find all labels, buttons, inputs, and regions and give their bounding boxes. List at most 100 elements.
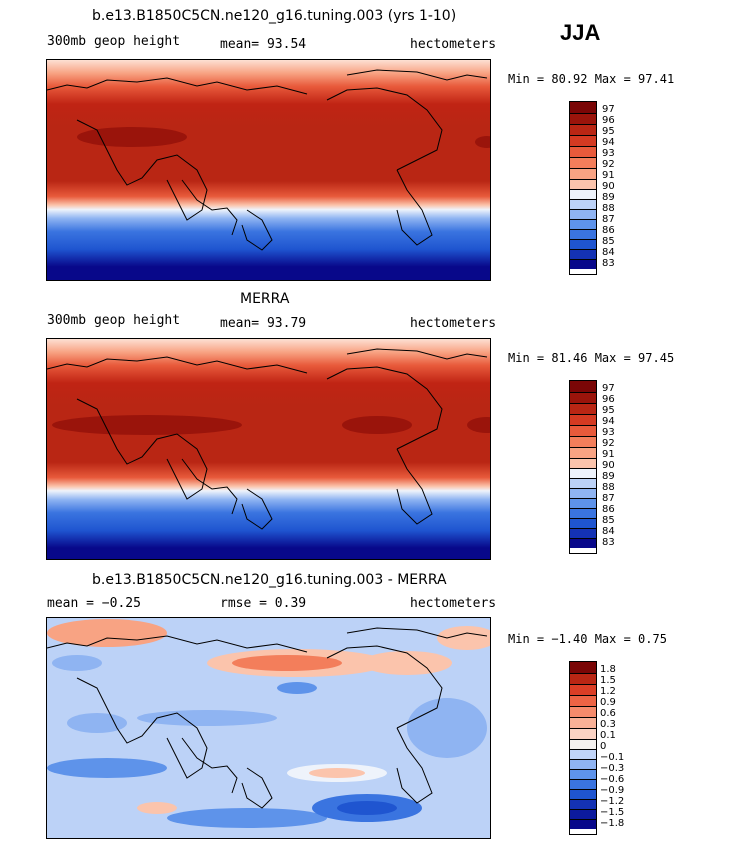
cbar2-swatch: [570, 488, 596, 498]
cbar1-swatch: [570, 113, 596, 124]
cbar2-tick: 83: [602, 537, 615, 548]
cbar2-swatch: [570, 478, 596, 488]
cbar3-tick: −1.2: [600, 796, 625, 807]
cbar3-swatch: [570, 749, 596, 759]
cbar1-tick: 88: [602, 203, 615, 214]
cbar1-swatch: [570, 209, 596, 219]
cbar1-swatch: [570, 124, 596, 135]
cbar1-swatch: [570, 249, 596, 259]
cbar2-tick: 97: [602, 383, 615, 394]
panel1-max-cell-asia: [77, 127, 187, 147]
cbar2-tick: 91: [602, 449, 615, 460]
cbar1-tick: 89: [602, 192, 615, 203]
cbar1-tick: 90: [602, 181, 615, 192]
cbar3-swatch: [570, 673, 596, 684]
cbar3-tick: 1.5: [600, 675, 616, 686]
cbar1-tick: 86: [602, 225, 615, 236]
cbar2-tick: 89: [602, 471, 615, 482]
cbar2-swatch: [570, 528, 596, 538]
panel3-minmax: Min = −1.40 Max = 0.75: [508, 632, 667, 646]
cbar1-tick: 83: [602, 258, 615, 269]
cbar1-swatch: [570, 199, 596, 209]
cbar3-tick: −0.1: [600, 752, 625, 763]
cbar2-swatch: [570, 381, 596, 392]
cbar3-tick: 0: [600, 741, 607, 752]
cbar3-tick: 0.1: [600, 730, 616, 741]
cbar3-swatch: [570, 819, 596, 829]
cbar2-tick: 84: [602, 526, 615, 537]
cbar3-swatch: [570, 759, 596, 769]
cbar1-swatch: [570, 189, 596, 199]
panel3-colorbar: [569, 661, 597, 835]
cbar1-swatch: [570, 259, 596, 269]
cbar3-swatch: [570, 717, 596, 728]
cbar2-swatch: [570, 538, 596, 548]
cbar2-tick: 94: [602, 416, 615, 427]
cbar1-swatch: [570, 219, 596, 229]
cbar3-tick: 1.8: [600, 664, 616, 675]
panel1-minmax: Min = 80.92 Max = 97.41: [508, 72, 675, 86]
panel3-coastlines: [47, 627, 488, 809]
cbar1-swatch: [570, 179, 596, 189]
cbar3-swatch: [570, 684, 596, 695]
cbar3-swatch: [570, 739, 596, 749]
cbar2-tick: 90: [602, 460, 615, 471]
cbar3-swatch: [570, 728, 596, 739]
panel3-rmse-label: rmse = 0.39: [220, 596, 307, 611]
panel2-mean-label: mean= 93.79: [220, 316, 307, 331]
cbar3-tick: 0.3: [600, 719, 616, 730]
panel2-coastlines: [47, 348, 488, 530]
cbar1-tick: 91: [602, 170, 615, 181]
cbar3-swatch: [570, 779, 596, 789]
cbar3-tick: −0.9: [600, 785, 625, 796]
cbar1-tick: 87: [602, 214, 615, 225]
cbar3-tick: −1.5: [600, 807, 625, 818]
cbar1-swatch: [570, 102, 596, 113]
cbar3-tick: 0.9: [600, 697, 616, 708]
panel2-field: [47, 339, 490, 559]
panel1-field: [47, 60, 490, 280]
cbar1-swatch: [570, 157, 596, 168]
cbar2-tick: 86: [602, 504, 615, 515]
cbar2-swatch: [570, 403, 596, 414]
cbar3-tick: −0.3: [600, 763, 625, 774]
cbar2-swatch: [570, 392, 596, 403]
cbar1-swatch: [570, 239, 596, 249]
cbar2-swatch: [570, 447, 596, 458]
panel1-mean-label: mean= 93.54: [220, 37, 307, 52]
panel2-map: [46, 338, 491, 560]
cbar2-swatch: [570, 518, 596, 528]
cbar2-tick: 92: [602, 438, 615, 449]
cbar2-tick: 88: [602, 482, 615, 493]
cbar1-tick: 94: [602, 137, 615, 148]
cbar2-swatch: [570, 414, 596, 425]
cbar1-swatch: [570, 135, 596, 146]
cbar3-swatch: [570, 769, 596, 779]
cbar3-tick: 1.2: [600, 686, 616, 697]
cbar2-tick: 87: [602, 493, 615, 504]
cbar3-swatch: [570, 706, 596, 717]
cbar3-tick: 0.6: [600, 708, 616, 719]
panel3-units-label: hectometers: [410, 596, 497, 611]
panel1-colorbar: [569, 101, 597, 275]
panel1-map: [46, 59, 491, 281]
cbar1-swatch: [570, 146, 596, 157]
panel2-colorbar: [569, 380, 597, 554]
cbar3-swatch: [570, 799, 596, 809]
cbar2-swatch: [570, 508, 596, 518]
panel2-title: MERRA: [240, 291, 290, 307]
panel1-units-label: hectometers: [410, 37, 497, 52]
panel1-coastlines: [47, 69, 488, 251]
cbar2-tick: 85: [602, 515, 615, 526]
panel1-title: b.e13.B1850C5CN.ne120_g16.tuning.003 (yr…: [92, 8, 457, 24]
cbar3-tick: −0.6: [600, 774, 625, 785]
cbar3-tick: −1.8: [600, 818, 625, 829]
cbar2-swatch: [570, 458, 596, 468]
cbar2-tick: 95: [602, 405, 615, 416]
cbar1-tick: 85: [602, 236, 615, 247]
panel2-max-cell-east: [467, 417, 490, 433]
panel2-max-cell-america: [342, 416, 412, 434]
cbar2-tick: 96: [602, 394, 615, 405]
panel1-max-cell-east: [475, 136, 490, 148]
panel1-variable-label: 300mb geop height: [47, 34, 181, 49]
